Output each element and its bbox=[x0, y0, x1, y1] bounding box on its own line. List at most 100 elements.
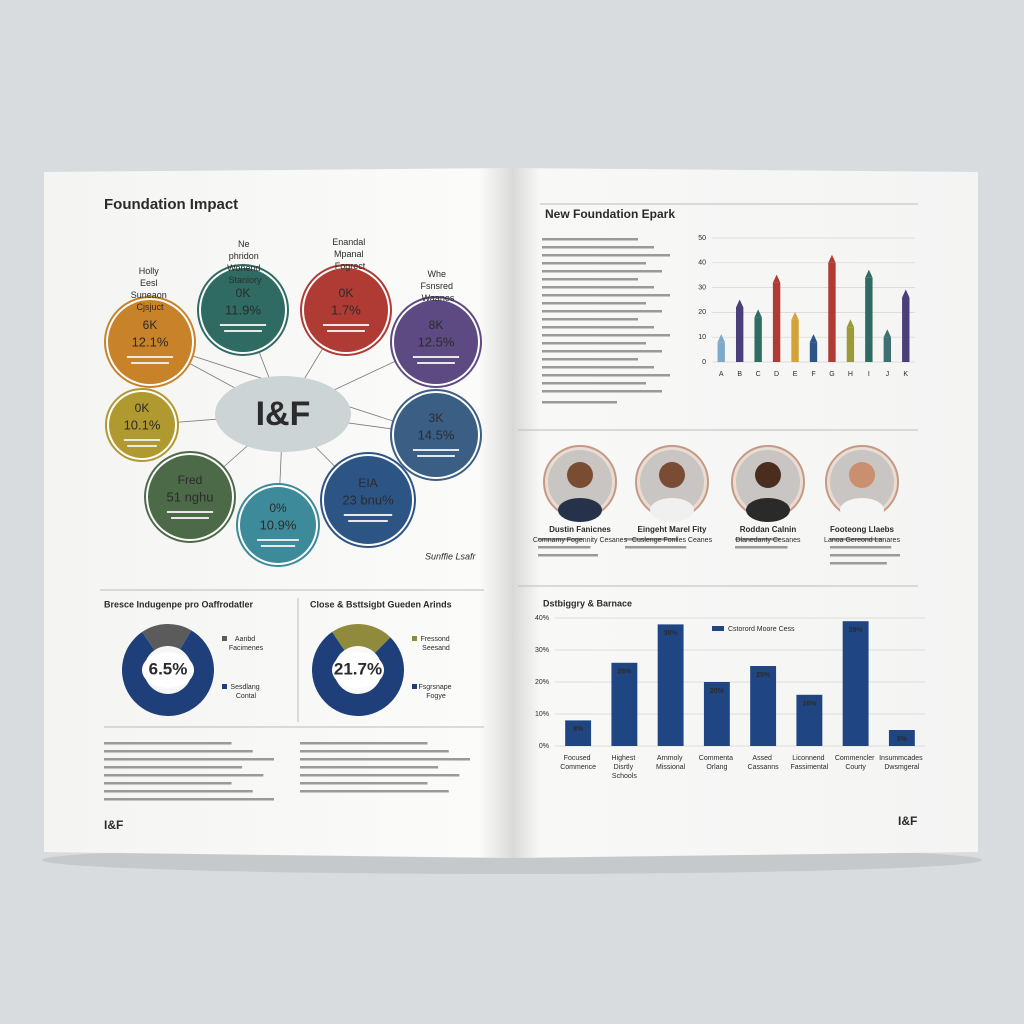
y-tick-label: 10 bbox=[698, 334, 706, 341]
text-line bbox=[104, 798, 274, 801]
text-line bbox=[300, 790, 449, 793]
bubble bbox=[324, 456, 412, 544]
portrait-face bbox=[755, 462, 781, 488]
portrait-face bbox=[567, 462, 593, 488]
text-line bbox=[542, 342, 646, 345]
bubble bbox=[108, 300, 192, 384]
text-line bbox=[542, 318, 638, 321]
bubble-text bbox=[257, 539, 299, 541]
text-line bbox=[735, 538, 780, 541]
x-tick-label: Assed Cassanns bbox=[748, 755, 780, 771]
text-line bbox=[300, 750, 449, 753]
center-badge bbox=[215, 376, 351, 452]
data-label: 20% bbox=[710, 688, 725, 695]
bubble-text bbox=[412, 356, 460, 358]
donut-center bbox=[142, 652, 194, 688]
bubble-text bbox=[327, 330, 365, 332]
bubble-title: 0K bbox=[339, 286, 354, 300]
x-tick-label: Insummcades Dwsmgeral bbox=[879, 755, 925, 771]
data-label: 39% bbox=[849, 627, 864, 634]
text-line bbox=[542, 382, 646, 385]
text-line bbox=[104, 782, 232, 785]
bar-tip bbox=[809, 334, 818, 343]
legend-swatch bbox=[712, 626, 724, 631]
text-line bbox=[542, 358, 638, 361]
bar-tip bbox=[902, 289, 910, 298]
bubble-value: 11.9% bbox=[225, 302, 261, 317]
text-line bbox=[542, 302, 646, 305]
text-line bbox=[542, 401, 617, 404]
center-label: I&F bbox=[256, 395, 311, 433]
bubble-title: Fred bbox=[178, 473, 203, 487]
text-line bbox=[830, 562, 887, 565]
donut-center-label: 6.5% bbox=[149, 659, 188, 678]
text-line bbox=[300, 766, 439, 769]
portrait-face bbox=[659, 462, 685, 488]
bar bbox=[883, 337, 892, 362]
bubble bbox=[148, 455, 232, 539]
bubble-title: 3K bbox=[429, 411, 444, 425]
x-tick-label: C bbox=[756, 371, 761, 378]
bubble-value: 12.1% bbox=[132, 334, 169, 349]
section-title: Bresce Indugenpe pro Oaffrodatler bbox=[104, 599, 254, 609]
bar bbox=[846, 327, 855, 362]
bar-tip bbox=[865, 269, 873, 278]
bar bbox=[754, 317, 762, 362]
page-title: New Foundation Epark bbox=[545, 207, 675, 221]
text-line bbox=[542, 326, 654, 329]
donut-center-label: 21.7% bbox=[334, 659, 382, 678]
profile-name: Eingeht Marel Fity bbox=[638, 525, 707, 534]
bubble bbox=[304, 268, 388, 352]
text-line bbox=[104, 758, 274, 761]
x-tick-label: I bbox=[868, 371, 870, 378]
y-tick-label: 0% bbox=[539, 743, 549, 750]
bubble-caption: Whe Fsnsred Waanes bbox=[420, 269, 455, 303]
legend-label: Aanbd Facimenes bbox=[229, 636, 264, 652]
bar bbox=[796, 694, 823, 746]
y-tick-label: 50 bbox=[698, 235, 706, 242]
x-tick-label: A bbox=[719, 371, 724, 378]
bubble-text bbox=[348, 520, 388, 522]
text-line bbox=[542, 310, 662, 313]
bar bbox=[735, 307, 744, 362]
text-line bbox=[104, 742, 232, 745]
text-line bbox=[300, 742, 428, 745]
bar-tip bbox=[791, 311, 799, 320]
bubble-text bbox=[126, 356, 174, 358]
bubble-text bbox=[224, 330, 262, 332]
bar-tip bbox=[735, 299, 744, 308]
bar bbox=[791, 319, 799, 362]
text-line bbox=[830, 538, 883, 541]
bubble-title: 8K bbox=[429, 318, 444, 332]
text-line bbox=[830, 554, 900, 557]
profile-role: Cuslenge Fonlles Ceanes bbox=[632, 537, 713, 544]
bubble-caption: Holly Eesl Suneaon Cjsjuct bbox=[131, 266, 170, 312]
text-line bbox=[542, 390, 662, 393]
text-line bbox=[542, 278, 638, 281]
y-tick-label: 20 bbox=[698, 309, 706, 316]
x-tick-label: D bbox=[774, 371, 779, 378]
bar bbox=[565, 720, 592, 746]
legend-swatch bbox=[412, 636, 417, 641]
y-tick-label: 10% bbox=[535, 711, 549, 718]
text-line bbox=[538, 538, 583, 541]
legend-swatch bbox=[412, 684, 417, 689]
text-line bbox=[104, 766, 243, 769]
text-line bbox=[538, 554, 598, 557]
bar bbox=[657, 624, 684, 746]
bubble-text bbox=[131, 362, 169, 364]
bubble-text bbox=[219, 324, 267, 326]
data-label: 38% bbox=[664, 630, 679, 637]
bubble-text bbox=[322, 324, 370, 326]
text-line bbox=[104, 750, 253, 753]
text-line bbox=[542, 350, 662, 353]
bubble-text bbox=[417, 455, 455, 457]
text-line bbox=[625, 538, 678, 541]
text-line bbox=[542, 374, 670, 377]
text-line bbox=[542, 286, 654, 289]
text-line bbox=[735, 546, 788, 549]
bubble bbox=[201, 268, 285, 352]
profile-name: Dustin Fanicnes bbox=[549, 525, 611, 534]
bar-tip bbox=[717, 334, 725, 343]
